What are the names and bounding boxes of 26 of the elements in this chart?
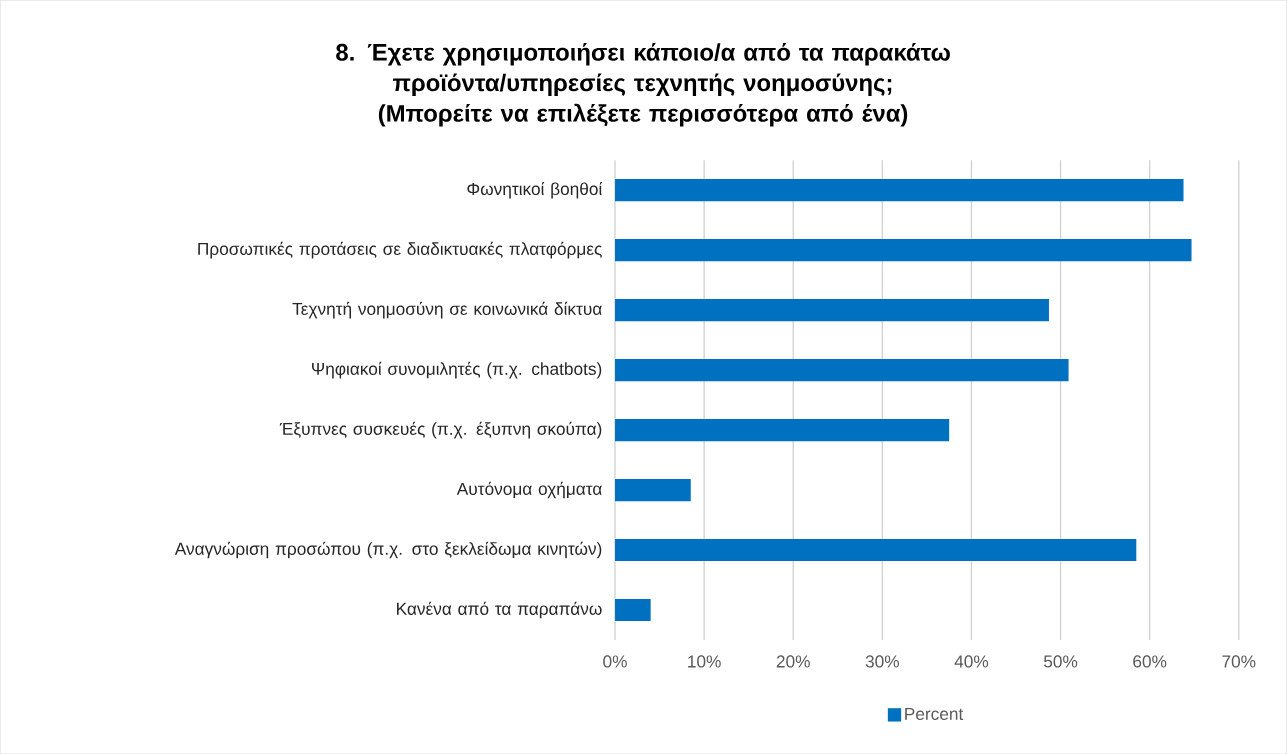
x-tick-label: 20%	[776, 655, 810, 668]
bar	[615, 538, 1137, 562]
bar	[615, 238, 1192, 262]
y-tick-label: Έξυπνες συσκευές (π.χ. έξυπνη σκούπα)	[279, 421, 602, 439]
x-tick-label: 10%	[688, 655, 721, 668]
chart-title: 8. Έχετε χρησιμοποιήσει κάποιο/α από τα παρακάτω προϊόντα/υπηρεσίες τεχνητής νοημοσύνης; (Μπορείτε να επιλέξετε περισσότερα από ένα)	[336, 42, 950, 127]
bar	[615, 418, 950, 442]
bar	[615, 298, 1049, 322]
bar	[615, 358, 1069, 382]
bar	[615, 598, 651, 621]
legend-label: Percent	[905, 707, 964, 720]
x-tick-label: 60%	[1133, 655, 1167, 668]
bar	[615, 179, 1184, 202]
x-tick-label: 0%	[603, 655, 627, 668]
y-tick-label: Τεχνητή νοημοσύνη σε κοινωνικά δίκτυα	[292, 301, 602, 319]
x-tick-label: 30%	[865, 655, 899, 668]
y-tick-label: Προσωπικές προτάσεις σε διαδικτυακές πλατφόρμες	[198, 241, 602, 259]
x-tick-label: 40%	[954, 655, 989, 668]
bar	[615, 478, 691, 502]
y-tick-label: Φωνητικοί βοηθοί	[467, 181, 603, 199]
y-tick-label: Αυτόνομα οχήματα	[456, 481, 602, 499]
y-tick-label: Αναγνώριση προσώπου (π.χ. στο ξεκλείδωμα κινητών)	[174, 541, 602, 559]
y-tick-label: Κανένα από τα παραπάνω	[397, 601, 602, 619]
y-tick-label: Ψηφιακοί συνομιλητές (π.χ. chatbots)	[312, 361, 602, 379]
x-tick-label: 50%	[1043, 655, 1078, 668]
x-tick-label: 70%	[1222, 655, 1256, 668]
